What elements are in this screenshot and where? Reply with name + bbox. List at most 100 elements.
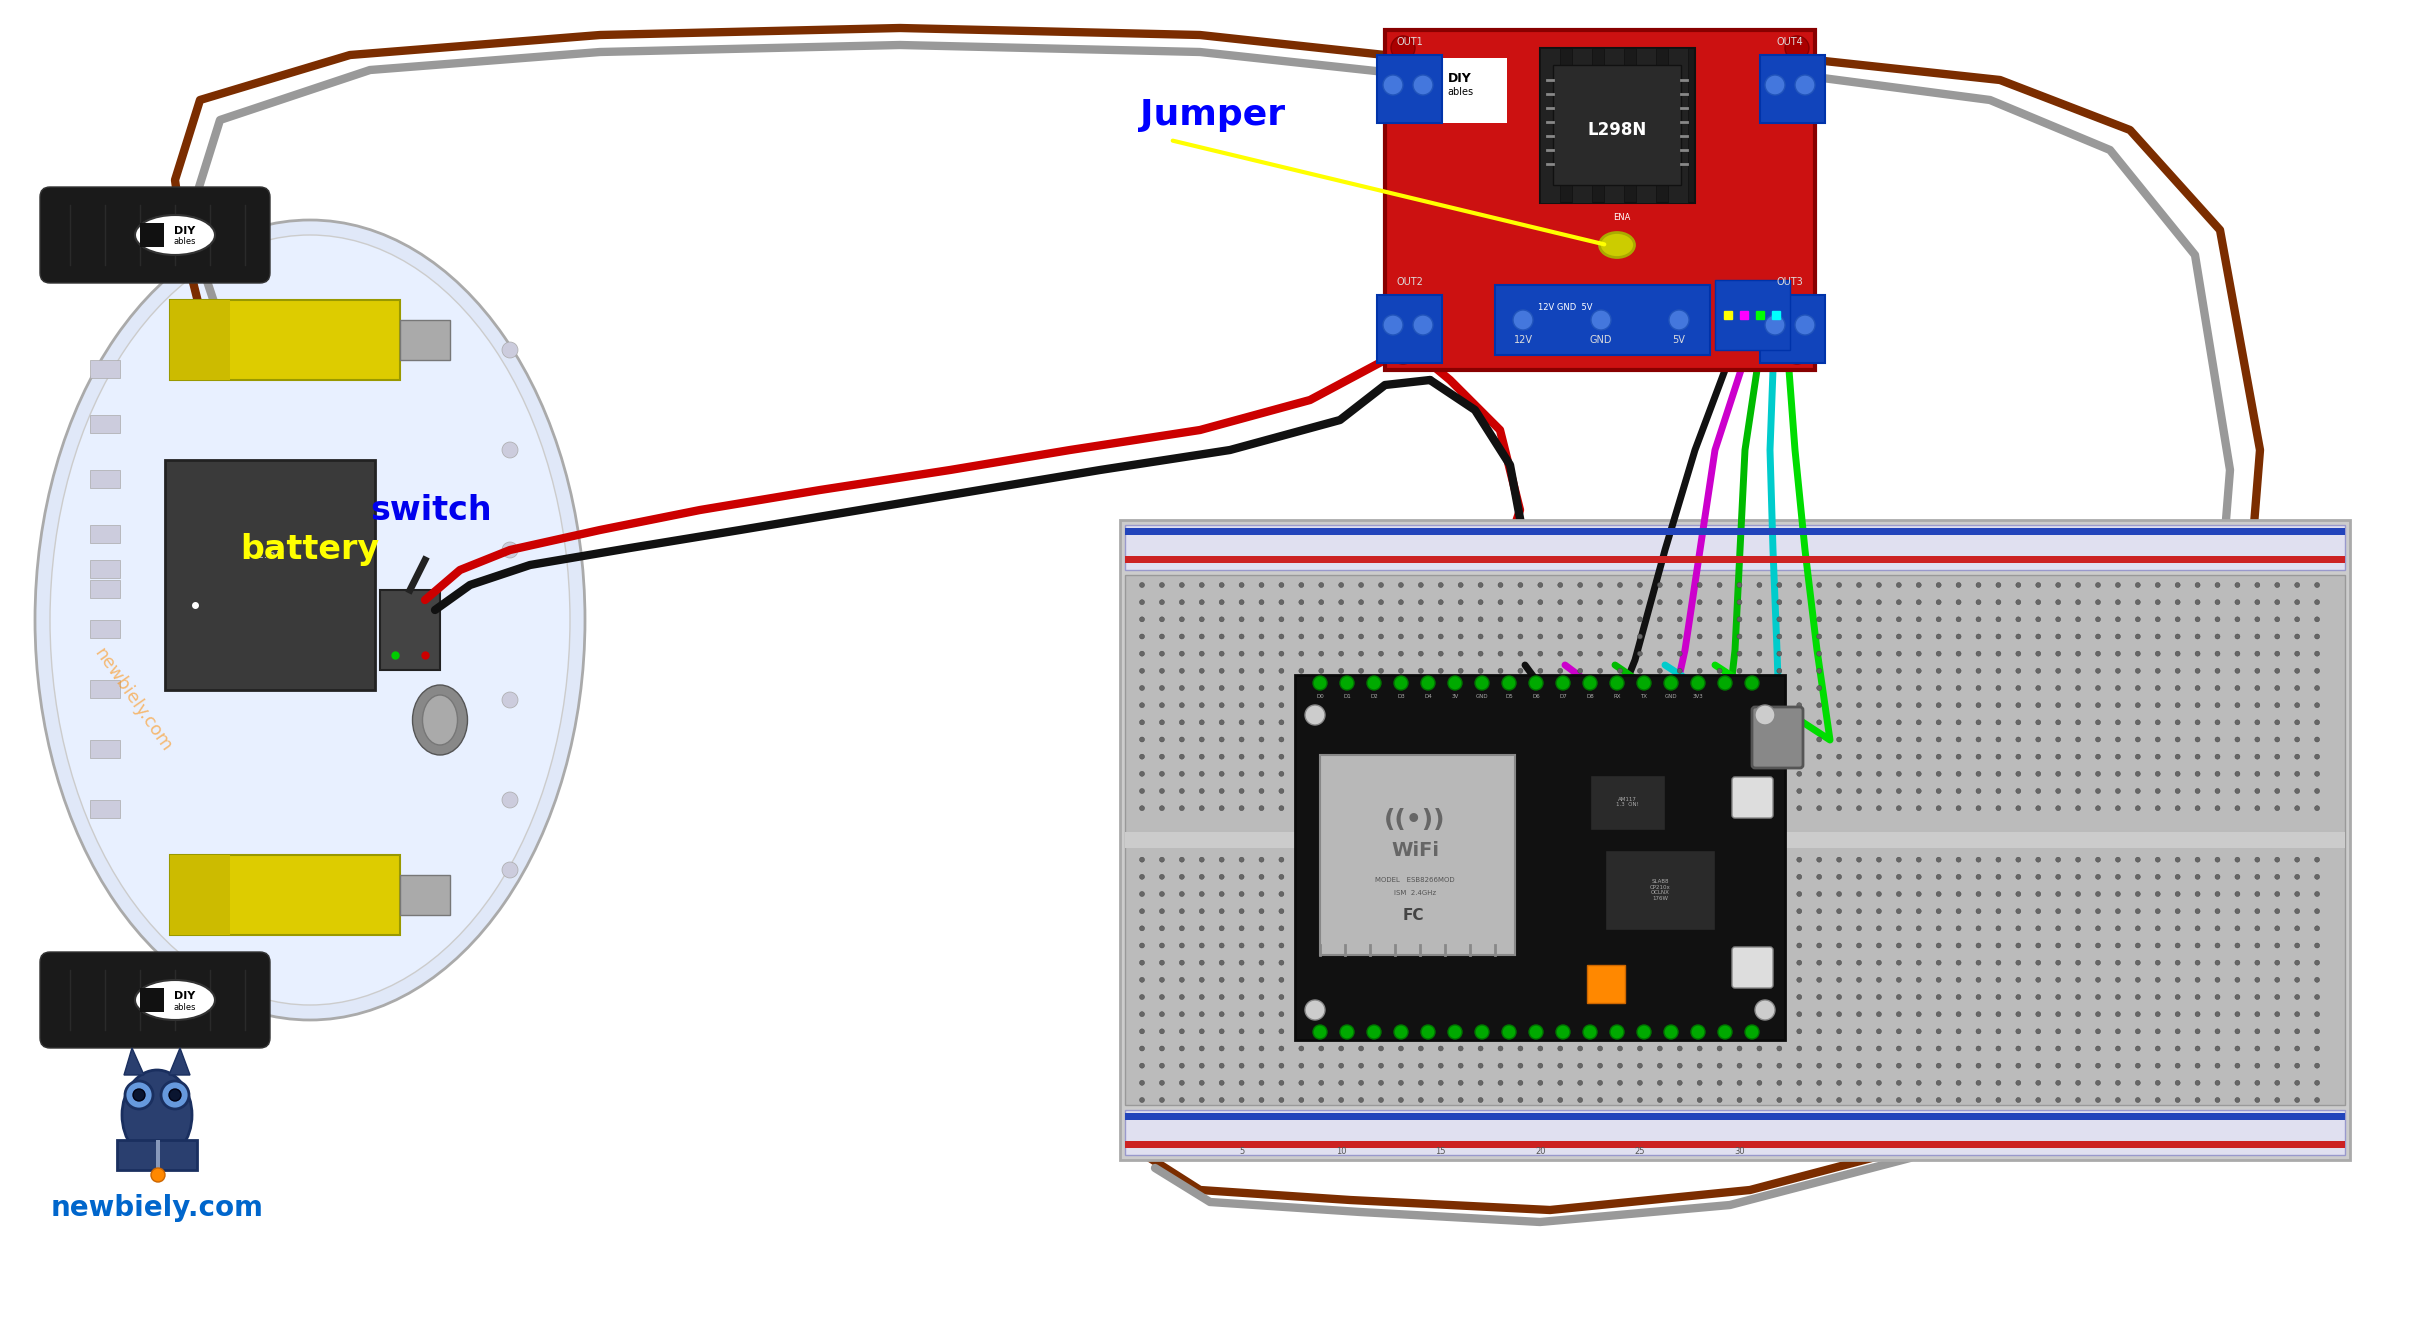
Circle shape (1299, 703, 1304, 708)
Circle shape (1738, 892, 1742, 897)
Circle shape (1745, 1025, 1759, 1039)
Circle shape (1338, 909, 1345, 914)
Circle shape (1557, 943, 1562, 948)
Circle shape (1159, 806, 1164, 811)
Circle shape (1697, 943, 1701, 948)
Bar (1540, 47, 1559, 203)
Circle shape (1258, 720, 1263, 725)
Circle shape (1538, 754, 1542, 760)
Circle shape (2196, 1063, 2200, 1068)
Circle shape (1677, 720, 1682, 725)
Circle shape (2176, 874, 2181, 880)
Circle shape (1658, 652, 1663, 656)
Circle shape (1458, 720, 1463, 725)
Circle shape (2075, 772, 2080, 777)
Circle shape (1716, 652, 1723, 656)
Circle shape (1140, 772, 1145, 777)
Circle shape (1856, 669, 1861, 673)
Circle shape (1439, 1046, 1444, 1051)
Circle shape (1200, 772, 1205, 777)
Circle shape (2294, 977, 2299, 983)
Circle shape (1458, 1080, 1463, 1086)
Circle shape (1318, 789, 1323, 794)
Circle shape (1836, 772, 1841, 777)
Circle shape (1697, 995, 1701, 1000)
Circle shape (2196, 857, 2200, 863)
Circle shape (2075, 652, 2080, 656)
Circle shape (1239, 1097, 1244, 1103)
Circle shape (1836, 652, 1841, 656)
Circle shape (1798, 806, 1803, 811)
Circle shape (1359, 754, 1364, 760)
Circle shape (1798, 737, 1803, 743)
Circle shape (1299, 909, 1304, 914)
Circle shape (1359, 1046, 1364, 1051)
Circle shape (1957, 960, 1962, 966)
Circle shape (1140, 703, 1145, 708)
Circle shape (1359, 909, 1364, 914)
Circle shape (1338, 1080, 1345, 1086)
Circle shape (1598, 652, 1603, 656)
Circle shape (2116, 772, 2121, 777)
Circle shape (1366, 677, 1381, 690)
Circle shape (1439, 617, 1444, 621)
Circle shape (1458, 909, 1463, 914)
Circle shape (1877, 754, 1882, 760)
Circle shape (2056, 943, 2061, 948)
Circle shape (1499, 874, 1504, 880)
Bar (1376, 295, 1441, 363)
Circle shape (1836, 909, 1841, 914)
Circle shape (2116, 720, 2121, 725)
Circle shape (1957, 995, 1962, 1000)
Circle shape (1448, 677, 1463, 690)
Circle shape (2294, 754, 2299, 760)
Circle shape (1557, 874, 1562, 880)
Circle shape (1798, 772, 1803, 777)
Circle shape (1598, 943, 1603, 948)
Circle shape (1856, 754, 1861, 760)
Circle shape (2314, 703, 2318, 708)
Circle shape (1957, 652, 1962, 656)
Circle shape (2116, 874, 2121, 880)
Circle shape (1817, 652, 1822, 656)
Circle shape (1795, 315, 1815, 335)
Circle shape (2314, 874, 2318, 880)
Circle shape (1579, 857, 1583, 863)
Circle shape (2135, 926, 2140, 931)
Circle shape (1178, 1012, 1183, 1017)
Circle shape (1579, 1029, 1583, 1034)
Circle shape (2056, 772, 2061, 777)
Circle shape (1280, 943, 1285, 948)
Circle shape (1239, 583, 1244, 587)
Circle shape (2056, 720, 2061, 725)
Circle shape (1877, 703, 1882, 708)
Circle shape (1398, 926, 1403, 931)
Circle shape (2015, 703, 2022, 708)
Circle shape (1280, 789, 1285, 794)
Circle shape (1280, 686, 1285, 691)
Circle shape (1178, 806, 1183, 811)
Circle shape (2294, 617, 2299, 621)
Circle shape (1995, 857, 2000, 863)
Circle shape (1239, 909, 1244, 914)
Circle shape (1140, 892, 1145, 897)
Circle shape (1439, 600, 1444, 604)
Circle shape (1856, 617, 1861, 621)
Circle shape (2155, 600, 2159, 604)
Circle shape (1916, 652, 1921, 656)
Text: OUT3: OUT3 (1776, 277, 1803, 288)
Circle shape (1579, 1097, 1583, 1103)
Circle shape (1617, 995, 1622, 1000)
Circle shape (1391, 36, 1415, 59)
Circle shape (1178, 909, 1183, 914)
Circle shape (1200, 995, 1205, 1000)
Circle shape (1836, 789, 1841, 794)
Circle shape (1178, 1029, 1183, 1034)
Text: newbiely.com: newbiely.com (89, 645, 176, 756)
Circle shape (1776, 703, 1781, 708)
Circle shape (1499, 977, 1504, 983)
Circle shape (1379, 874, 1383, 880)
Circle shape (1318, 806, 1323, 811)
Circle shape (2015, 600, 2022, 604)
Circle shape (1658, 1012, 1663, 1017)
